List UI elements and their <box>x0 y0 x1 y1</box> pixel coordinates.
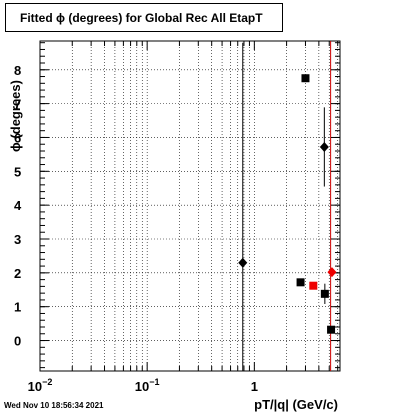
diamond-marker <box>327 267 337 278</box>
square-marker <box>320 289 329 298</box>
diamond-marker <box>319 141 329 152</box>
x-axis-label: pT/|q| (GeV/c) <box>254 397 338 412</box>
x-tick-label: 1 <box>251 379 258 394</box>
plot-frame <box>39 40 341 372</box>
y-tick-label: 6 <box>14 130 21 145</box>
y-tick-label: 7 <box>14 97 21 112</box>
grid-lines <box>40 41 340 371</box>
square-marker <box>301 74 310 83</box>
y-tick-label: 8 <box>14 63 21 78</box>
footer-timestamp: Wed Nov 10 18:56:34 2021 <box>4 401 104 410</box>
data-points <box>238 42 337 371</box>
axes: 10−2 10−1 1 0 1 2 3 4 5 6 7 8 <box>14 41 340 394</box>
y-tick-label: 4 <box>14 198 22 213</box>
y-tick-label: 3 <box>14 232 21 247</box>
y-tick-label: 5 <box>14 164 21 179</box>
square-marker <box>327 325 336 334</box>
diamond-marker <box>238 257 248 268</box>
square-marker <box>309 281 318 290</box>
y-tick-label: 2 <box>14 266 21 281</box>
y-tick-label: 1 <box>14 300 21 315</box>
x-tick-label: 10−1 <box>135 377 160 394</box>
y-axis-label: ϕ (degrees) <box>8 80 23 152</box>
chart-title: Fitted ϕ (degrees) for Global Rec All Et… <box>5 3 283 32</box>
y-tick-label: 0 <box>14 334 21 349</box>
x-tick-label: 10−2 <box>28 377 53 394</box>
square-marker <box>296 278 305 287</box>
